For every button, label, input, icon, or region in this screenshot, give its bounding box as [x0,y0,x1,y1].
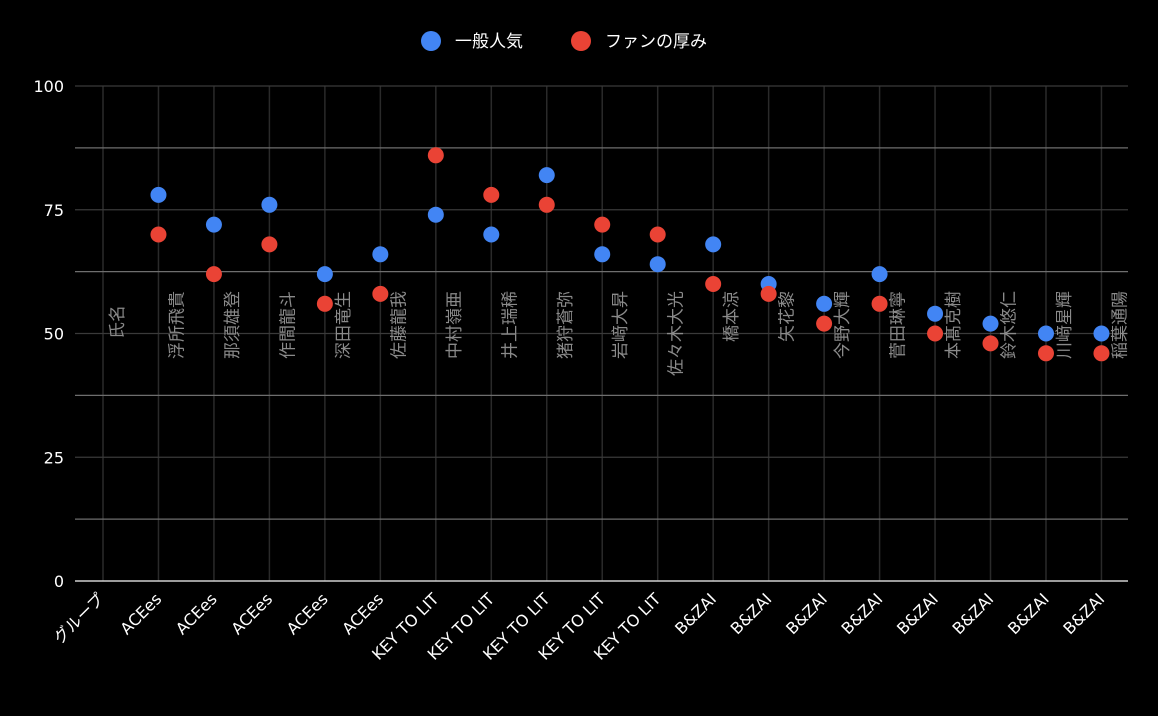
general-popularity-point [1037,325,1054,342]
general-popularity-point [594,246,611,263]
fan-depth-point [594,216,611,233]
general-popularity-point [649,256,666,273]
member-name-label: 矢花黎 [778,291,798,342]
fan-depth-point [649,226,666,243]
general-popularity-point [816,295,833,312]
member-name-label: 稲葉通陽 [1110,291,1130,359]
general-popularity-point [871,266,888,283]
fan-depth-point [927,325,944,342]
fan-depth-point [760,285,777,302]
general-popularity-point [316,266,333,283]
general-popularity-point [927,305,944,322]
member-name-label: 井上瑞稀 [500,291,520,359]
y-axis-ticks: 100 75 50 25 0 [33,77,64,591]
member-name-label: 今野大輝 [833,291,853,359]
general-popularity-point [538,167,555,184]
fan-depth-point [150,226,167,243]
fan-depth-point [261,236,278,253]
fan-depth-point [816,315,833,332]
legend-marker [571,31,591,51]
general-popularity-point [483,226,500,243]
member-name-label: 深田竜生 [334,291,354,359]
legend-label: 一般人気 [455,32,523,52]
member-name-label: 那須雄登 [223,291,243,359]
y-tick-label: 25 [44,448,64,467]
fan-depth-point [982,335,999,352]
fan-depth-point [538,196,555,213]
member-name-label: 猪狩蒼弥 [556,291,576,359]
legend-item-fan[interactable]: ファンの厚み [571,31,707,52]
general-popularity-point [205,216,222,233]
member-name-label: 菅田琳寧 [889,291,909,359]
y-tick-label: 75 [44,201,64,220]
general-popularity-point [427,206,444,223]
general-popularity-point [150,186,167,203]
general-popularity-point [261,196,278,213]
in-plot-labels: 氏名 浮所飛貴 那須雄登 作間龍斗 深田竜生 佐藤龍我 中村嶺亜 井上瑞稀 猪狩蒼弥 岩﨑大昇 佐々… [108,291,1130,376]
member-name-label: 川﨑星輝 [1055,291,1075,359]
fan-depth-point [427,147,444,164]
member-name-label: 佐藤龍我 [389,291,409,359]
legend-label: ファンの厚み [605,32,707,52]
general-popularity-point [705,236,722,253]
legend-marker [421,31,441,51]
fan-depth-point [1093,345,1110,362]
legend-item-general[interactable]: 一般人気 [421,31,523,52]
fan-depth-point [205,266,222,283]
data-points [150,147,1110,362]
member-name-label: 本髙克樹 [944,291,964,359]
fan-depth-point [705,276,722,292]
y-tick-label: 50 [44,325,64,344]
fan-depth-point [483,186,500,203]
general-popularity-point [372,246,389,263]
name-header-label: 氏名 [108,305,128,339]
legend[interactable]: 一般人気 ファンの厚み [421,31,707,52]
member-name-label: 岩﨑大昇 [611,291,631,359]
general-popularity-point [1093,325,1110,342]
fan-depth-point [372,285,389,302]
y-tick-label: 100 [33,77,64,96]
fan-depth-point [871,295,888,312]
member-name-label: 浮所飛貴 [167,291,187,359]
fan-depth-point [1037,345,1054,362]
member-name-label: 作間龍斗 [278,291,298,359]
general-popularity-point [982,315,999,332]
y-tick-label: 0 [54,572,64,591]
member-name-label: 鈴木悠仁 [1000,291,1020,359]
member-name-label: 橋本涼 [722,291,742,342]
member-name-label: 中村嶺亜 [445,291,465,359]
fan-depth-point [316,295,333,312]
member-name-label: 佐々木大光 [667,291,687,376]
